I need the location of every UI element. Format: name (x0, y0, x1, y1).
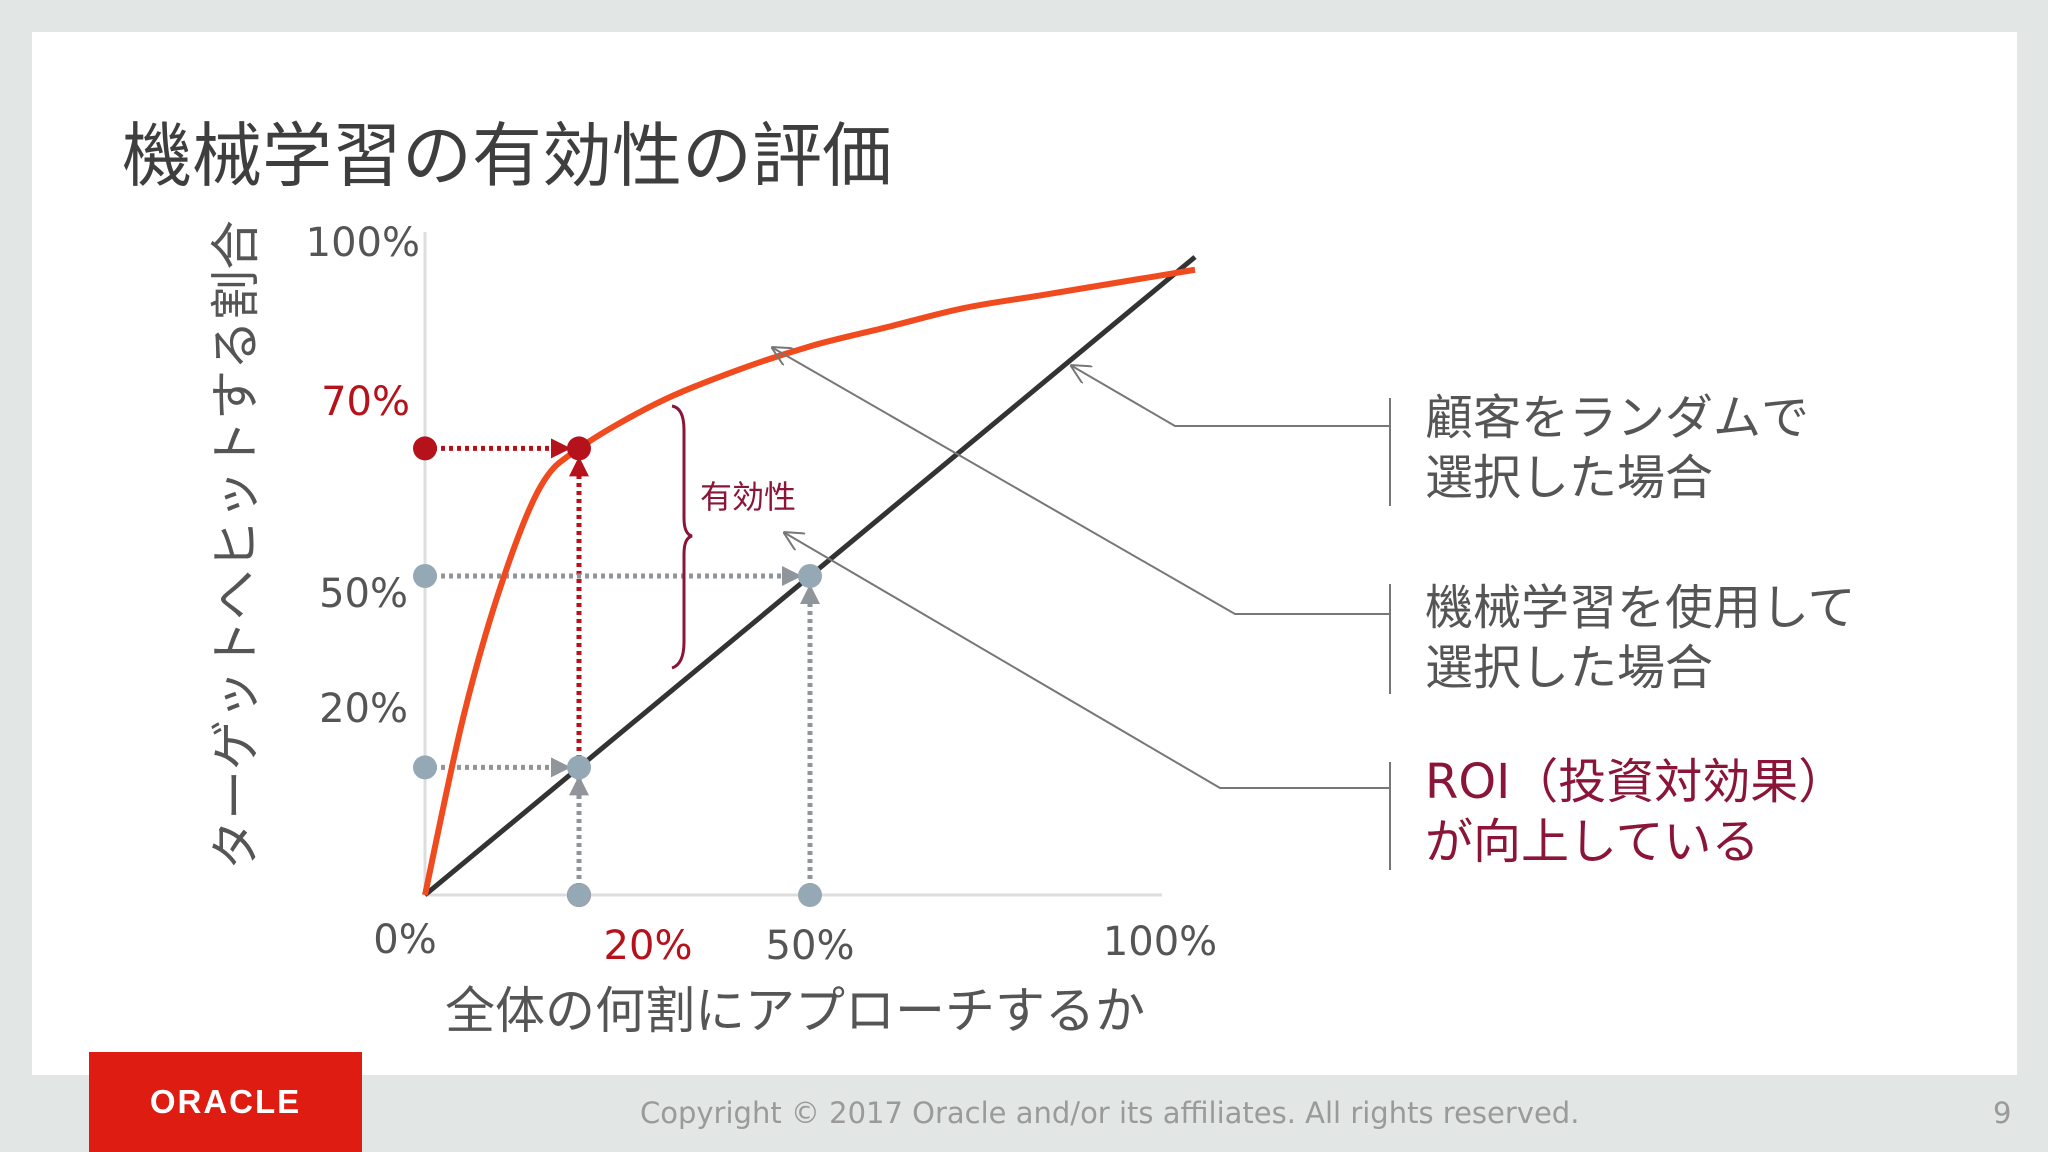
copyright-text: Copyright © 2017 Oracle and/or its affil… (640, 1096, 1580, 1130)
highlight-point-0 (567, 436, 591, 461)
oracle-logo: ORACLE (89, 1052, 362, 1152)
effectiveness-bracket (671, 404, 693, 670)
page-number: 9 (1993, 1096, 2012, 1130)
y-tick-50: 50% (319, 571, 408, 617)
slide: 機械学習の有効性の評価 (32, 32, 2017, 1075)
y-axis-dot-0 (413, 436, 437, 461)
highlight-point-2 (798, 564, 822, 588)
x-tick-50: 50% (766, 923, 855, 969)
y-tick-70: 70% (321, 379, 410, 425)
annotation-ml-line2: 選択した場合 (1425, 640, 1714, 696)
y-tick-100: 100% (306, 220, 420, 266)
slide-title: 機械学習の有効性の評価 (122, 115, 892, 197)
callout-line-random (1072, 366, 1390, 427)
x-tick-100: 100% (1103, 919, 1217, 965)
x-axis-dot-2 (798, 883, 822, 907)
y-axis-label: ターゲットへヒットする割合 (207, 220, 265, 870)
callout-line-roi (785, 533, 1390, 789)
x-axis-dot-1 (567, 883, 591, 907)
effectiveness-label: 有効性 (700, 478, 796, 516)
annotation-random-line2: 選択した場合 (1425, 450, 1714, 506)
annotation-random-line1: 顧客をランダムで (1425, 390, 1810, 446)
x-axis-label: 全体の何割にアプローチするか (445, 982, 1145, 1040)
annotation-ml-line1: 機械学習を使用して (1425, 580, 1856, 636)
highlight-point-1 (567, 755, 591, 780)
oracle-logo-text: ORACLE (149, 1083, 302, 1120)
y-tick-20: 20% (319, 686, 408, 732)
callout-line-ml (773, 348, 1390, 615)
y-axis-dot-1 (413, 755, 437, 780)
series-line-ml (422, 266, 1196, 896)
x-tick-0: 0% (373, 917, 436, 963)
y-axis-dot-2 (413, 564, 437, 588)
annotation-roi-line1: ROI（投資対効果） (1425, 754, 1847, 810)
x-tick-20: 20% (604, 923, 693, 969)
chart: 100% 70% 50% 20% 0% 20% 50% 100% 全体の何割にア… (207, 220, 1391, 1040)
annotation-roi-line2: が向上している (1425, 814, 1760, 870)
